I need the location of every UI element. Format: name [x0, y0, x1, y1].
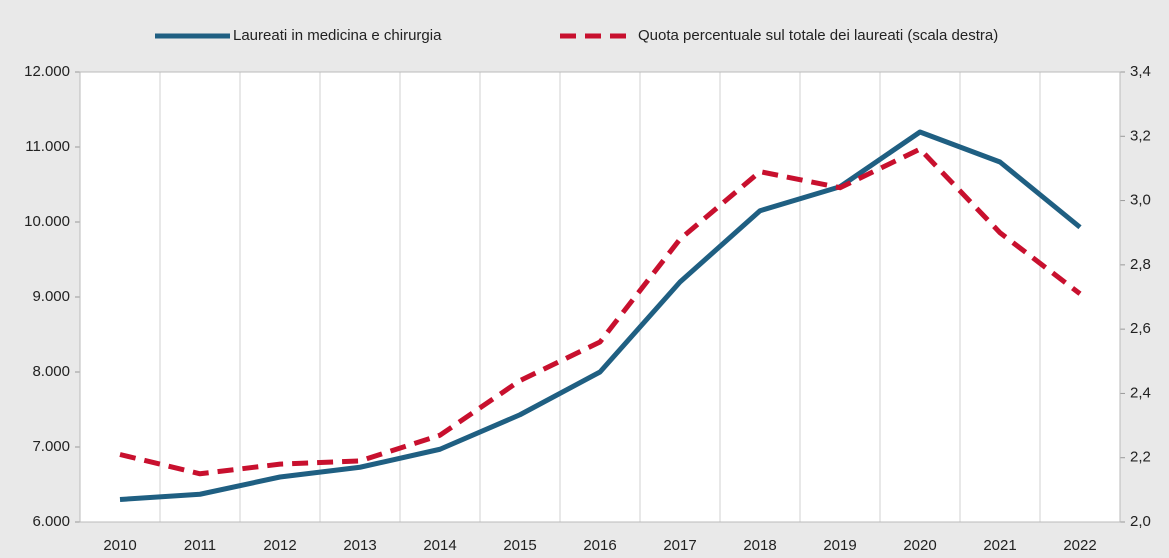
- legend-label: Quota percentuale sul totale dei laureat…: [638, 27, 998, 44]
- y-tick-label: 11.000: [25, 138, 70, 155]
- y2-tick-label: 3,4: [1130, 63, 1151, 80]
- x-tick-label: 2022: [1063, 537, 1096, 554]
- y-tick-label: 9.000: [32, 288, 70, 305]
- y2-tick-label: 3,2: [1130, 127, 1151, 144]
- y2-tick-label: 2,6: [1130, 320, 1151, 337]
- y2-tick-label: 2,2: [1130, 449, 1151, 466]
- plot-border: [79, 71, 1121, 523]
- x-tick-label: 2012: [263, 537, 296, 554]
- series-line: [119, 146, 1082, 477]
- x-tick-label: 2021: [983, 537, 1016, 554]
- y2-tick-label: 3,0: [1130, 192, 1151, 209]
- x-tick-label: 2016: [583, 537, 616, 554]
- y-tick-label: 6.000: [32, 513, 70, 530]
- x-tick-label: 2011: [184, 537, 216, 554]
- series-line: [119, 129, 1082, 502]
- legend-label: Laureati in medicina e chirurgia: [233, 27, 442, 44]
- x-tick-label: 2019: [823, 537, 856, 554]
- y-tick-label: 10.000: [24, 213, 70, 230]
- x-tick-label: 2014: [423, 537, 456, 554]
- x-tick-label: 2015: [503, 537, 536, 554]
- x-tick-label: 2020: [903, 537, 936, 554]
- x-tick-label: 2013: [343, 537, 376, 554]
- x-tick-label: 2017: [663, 537, 696, 554]
- plot-area: [80, 72, 1120, 522]
- y-tick-label: 8.000: [32, 363, 70, 380]
- y-tick-label: 12.000: [24, 63, 70, 80]
- y-tick-label: 7.000: [32, 438, 70, 455]
- x-tick-label: 2010: [103, 537, 136, 554]
- y2-tick-label: 2,4: [1130, 384, 1151, 401]
- y2-tick-label: 2,0: [1130, 513, 1151, 530]
- y2-tick-label: 2,8: [1130, 256, 1151, 273]
- x-tick-label: 2018: [743, 537, 776, 554]
